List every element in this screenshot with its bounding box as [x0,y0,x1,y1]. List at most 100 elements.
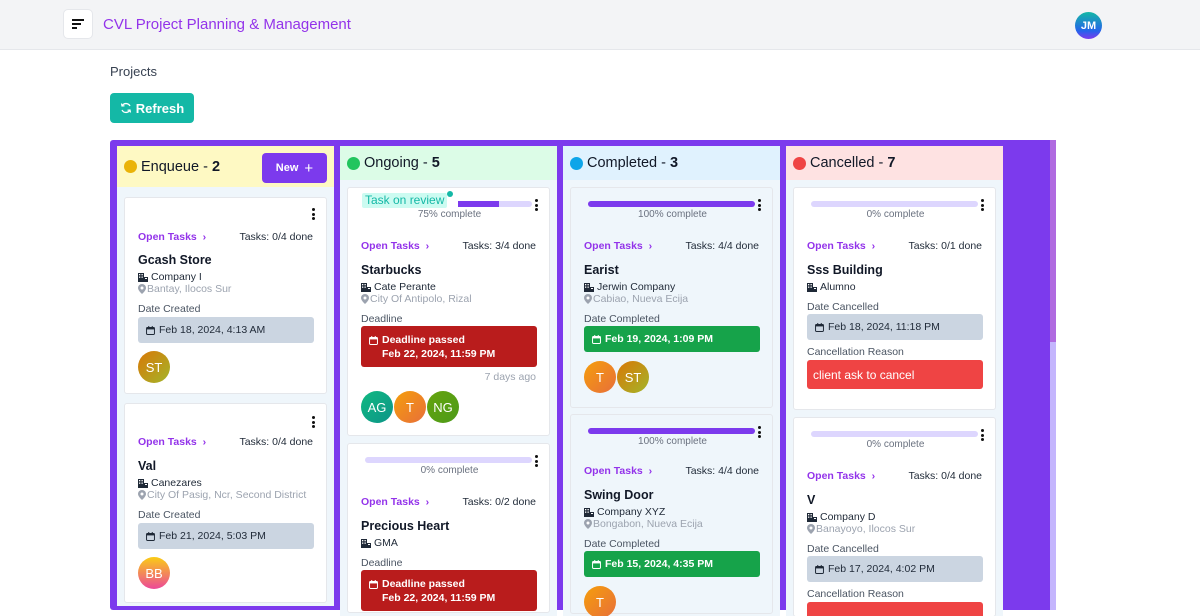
progress-label: 100% complete [638,436,707,447]
project-card[interactable]: Open Tasks › Tasks: 0/4 done Gcash Store … [124,197,327,394]
kebab-menu-icon[interactable] [535,455,539,469]
project-card[interactable]: 0% complete Open Tasks › Tasks: 0/1 done … [793,187,996,410]
task-count: Tasks: 0/4 done [908,470,982,482]
project-card[interactable]: 0% complete Open Tasks › Tasks: 0/4 done … [793,417,996,616]
column-separator: - [422,155,428,171]
date-value: Feb 19, 2024, 1:09 PM [605,333,713,345]
date-label: Deadline [361,313,403,325]
status-dot-icon [793,156,806,170]
kebab-menu-icon[interactable] [981,199,985,213]
kebab-menu-icon[interactable] [312,416,316,430]
open-tasks-link[interactable]: Open Tasks › [138,231,207,243]
project-card[interactable]: 100% complete Open Tasks › Tasks: 4/4 don… [570,414,773,616]
task-count: Tasks: 0/4 done [239,231,313,243]
open-tasks-link[interactable]: Open Tasks › [361,496,430,508]
board-scrollbar[interactable] [1050,140,1056,610]
client-name: Company XYZ [597,506,666,518]
column-title: Completed [587,155,658,171]
building-icon [584,283,594,292]
user-avatar[interactable]: JM [1075,12,1102,39]
cancellation-reason [807,602,983,616]
client-name: GMA [374,537,398,549]
assignee-avatar[interactable]: T [584,586,616,616]
chevron-right-icon: › [871,470,876,482]
date-label: Date Cancelled [807,301,879,313]
calendar-icon [369,336,378,345]
new-project-button[interactable]: New + [262,153,327,183]
date-label: Date Completed [584,538,660,550]
column-header-completed: Completed -3 [563,146,780,180]
kebab-menu-icon[interactable] [758,426,762,440]
chevron-right-icon: › [425,496,430,508]
open-tasks-link[interactable]: Open Tasks › [807,470,876,482]
date-value: Feb 18, 2024, 11:18 PM [828,321,940,333]
open-tasks-link[interactable]: Open Tasks › [584,240,653,252]
date-completed-box: Feb 19, 2024, 1:09 PM [584,326,760,352]
deadline-status: Deadline passed [382,578,465,590]
location-pin-icon [361,294,369,304]
assignee-avatar[interactable]: T [584,361,616,393]
progress-bar [588,428,755,434]
client-name: Jerwin Company [597,281,676,293]
building-icon [138,273,148,282]
kebab-menu-icon[interactable] [758,199,762,213]
open-tasks-link[interactable]: Open Tasks › [138,436,207,448]
column-separator: - [661,155,666,171]
assignee-avatar[interactable]: NG [427,391,459,423]
menu-toggle-button[interactable] [63,9,93,39]
column-completed: Completed -3 100% complete Open Tasks › T… [563,146,780,616]
location: Cabiao, Nueva Ecija [593,293,689,305]
date-value: Feb 17, 2024, 4:02 PM [828,563,935,575]
project-card[interactable]: Open Tasks › Tasks: 0/4 done Val Canezare… [124,403,327,603]
project-name: Gcash Store [138,253,212,267]
project-name: Starbucks [361,263,422,277]
building-icon [807,283,817,292]
date-value: Feb 18, 2024, 4:13 AM [159,324,266,336]
location: Bongabon, Nueva Ecija [593,518,703,530]
progress-fill [588,201,755,207]
chevron-right-icon: › [425,240,430,252]
project-name: Precious Heart [361,519,450,533]
app-title[interactable]: CVL Project Planning & Management [103,16,351,33]
kebab-menu-icon[interactable] [981,429,985,443]
kebab-menu-icon[interactable] [535,199,539,213]
progress-label: 0% complete [866,209,925,220]
calendar-icon [592,560,601,569]
assignee-avatar[interactable]: ST [617,361,649,393]
deadline-date: Feb 22, 2024, 11:59 PM [382,348,496,360]
project-card[interactable]: Task on review 75% complete Open Tasks ›… [347,187,550,436]
deadline-date: Feb 22, 2024, 11:59 PM [382,592,496,604]
open-tasks-link[interactable]: Open Tasks › [807,240,876,252]
chevron-right-icon: › [648,465,653,477]
kebab-menu-icon[interactable] [312,208,316,222]
refresh-button[interactable]: Refresh [110,93,194,123]
client-name: Canezares [151,477,202,489]
client-name: Cate Perante [374,281,436,293]
scrollbar-thumb[interactable] [1050,140,1056,342]
building-icon [138,479,148,488]
open-tasks-link[interactable]: Open Tasks › [361,240,430,252]
refresh-icon [120,102,131,114]
project-card[interactable]: 0% complete Open Tasks › Tasks: 0/2 done … [347,443,550,613]
column-header-enqueue: Enqueue -2 New + [117,146,334,187]
location-pin-icon [138,284,146,294]
project-card[interactable]: 100% complete Open Tasks › Tasks: 4/4 don… [570,187,773,408]
progress-bar [588,201,755,207]
assignee-avatar[interactable]: T [394,391,426,423]
assignee-avatar[interactable]: ST [138,351,170,383]
column-separator: - [203,158,208,175]
column-count: 2 [211,158,221,175]
progress-bar [458,201,532,207]
date-value: Feb 15, 2024, 4:35 PM [605,558,713,570]
open-tasks-link[interactable]: Open Tasks › [584,465,653,477]
task-on-review-badge[interactable]: Task on review [362,193,448,208]
column-title: Cancelled [810,155,875,171]
chevron-right-icon: › [202,231,207,243]
assignee-avatar[interactable]: BB [138,557,170,589]
calendar-icon [815,565,824,574]
assignee-avatar[interactable]: AG [361,391,393,423]
new-button-label: New [275,162,299,174]
column-cancelled: Cancelled -7 0% complete Open Tasks › Tas… [786,146,1003,616]
top-bar: CVL Project Planning & Management JM [0,0,1200,50]
column-title: Enqueue [141,158,200,175]
